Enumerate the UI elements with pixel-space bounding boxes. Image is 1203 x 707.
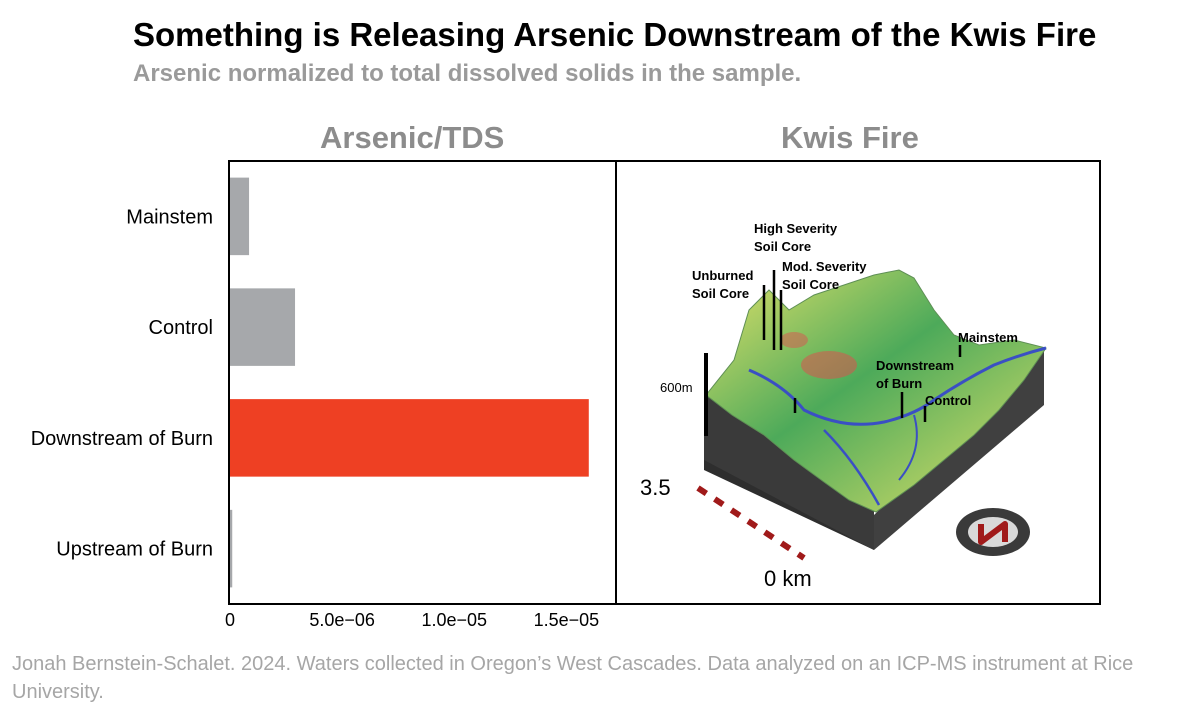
bar [230, 509, 233, 588]
block-left-face [704, 390, 874, 550]
kwis-fire-map: High Severity Soil Core Unburned Soil Co… [615, 160, 1101, 605]
source-footer: Jonah Bernstein-Schalet. 2024. Waters co… [12, 653, 1134, 703]
high-severity-label: High Severity [754, 221, 838, 236]
bar [230, 177, 250, 256]
river [823, 429, 881, 506]
page-subtitle: Arsenic normalized to total dissolved so… [133, 60, 802, 87]
scale-top-label: 3.5 [640, 475, 671, 500]
x-tick-label: 1.5e−05 [534, 610, 600, 630]
category-label: Downstream of Burn [31, 428, 213, 450]
unburned-label: Unburned [692, 268, 753, 283]
high-severity-label: Soil Core [754, 239, 811, 254]
category-label: Mainstem [126, 206, 213, 228]
chart-title: Arsenic/TDS [320, 120, 505, 155]
x-tick-label: 0 [225, 610, 235, 630]
terrain-surface [705, 269, 1047, 513]
chart-frame [228, 160, 616, 605]
river [898, 414, 918, 481]
burn-patch [801, 351, 857, 379]
x-tick-label: 5.0e−06 [309, 610, 375, 630]
arsenic-bar-chart: Mainstem Control Downstream of Burn Upstrea… [31, 160, 616, 630]
category-label: Control [149, 317, 213, 339]
mod-severity-label: Mod. Severity [782, 259, 867, 274]
control-label: Control [925, 393, 971, 408]
bar [230, 399, 589, 477]
terrain-block [704, 269, 1047, 550]
unburned-label: Soil Core [692, 286, 749, 301]
x-tick-label: 1.0e−05 [421, 610, 487, 630]
page-title: Something is Releasing Arsenic Downstrea… [133, 16, 1097, 53]
map-title: Kwis Fire [781, 120, 919, 155]
river [748, 346, 1047, 426]
burn-patch [780, 332, 808, 348]
downstream-label: of Burn [876, 376, 922, 391]
scale-bottom-label: 0 km [764, 566, 812, 591]
elevation-label: 600m [660, 380, 693, 395]
downstream-label: Downstream [876, 358, 954, 373]
mainstem-label: Mainstem [958, 330, 1018, 345]
scale-bar [696, 485, 806, 561]
bar [230, 288, 296, 366]
mod-severity-label: Soil Core [782, 277, 839, 292]
category-label: Upstream of Burn [56, 539, 213, 561]
north-arrow-icon [956, 508, 1030, 556]
